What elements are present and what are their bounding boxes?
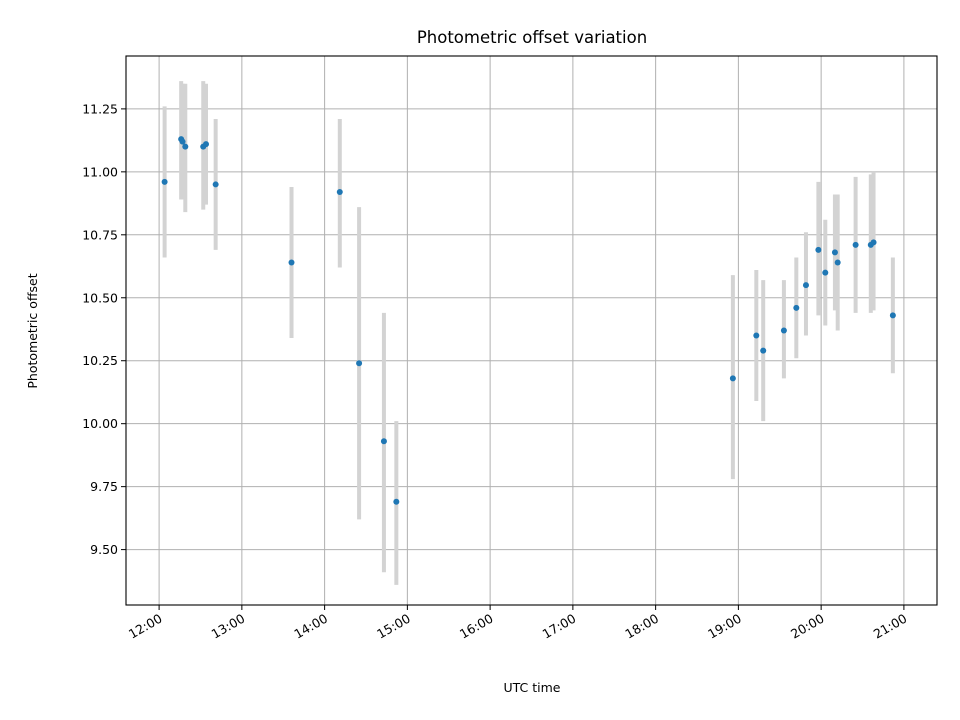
y-axis-ticks: 9.50 9.75 10.00 10.25 10.50 10.75 11.00 11.25: [82, 101, 126, 557]
data-point: [380, 438, 387, 445]
data-point: [753, 332, 760, 339]
y-tick-label: 11.25: [82, 101, 118, 116]
data-point: [356, 360, 363, 367]
data-point: [889, 312, 896, 319]
data-point: [760, 347, 767, 354]
data-point: [870, 239, 877, 246]
data-point: [802, 282, 809, 289]
data-point: [212, 181, 219, 188]
chart-title: Photometric offset variation: [417, 28, 647, 47]
data-point: [834, 259, 841, 266]
data-point: [179, 138, 186, 145]
data-point: [729, 375, 736, 382]
data-point: [780, 327, 787, 334]
data-point: [336, 188, 343, 195]
y-tick-label: 10.50: [82, 290, 118, 305]
y-tick-label: 10.00: [82, 416, 118, 431]
data-point: [815, 246, 822, 253]
data-point: [202, 141, 209, 148]
y-tick-label: 10.25: [82, 353, 118, 368]
data-point: [852, 241, 859, 248]
data-point: [161, 178, 168, 185]
data-point: [182, 143, 189, 150]
data-point: [831, 249, 838, 256]
y-tick-label: 11.00: [82, 164, 118, 179]
data-point: [288, 259, 295, 266]
grid-lines: [126, 56, 937, 605]
y-axis-label: Photometric offset: [25, 273, 40, 388]
data-point: [393, 498, 400, 505]
data-points: [161, 136, 896, 505]
y-tick-label: 9.75: [90, 479, 118, 494]
plot-frame: [125, 55, 938, 606]
x-axis-label: UTC time: [504, 680, 561, 695]
y-tick-label: 10.75: [82, 227, 118, 242]
data-point: [822, 269, 829, 276]
y-tick-label: 9.50: [90, 542, 118, 557]
data-point: [793, 304, 800, 311]
